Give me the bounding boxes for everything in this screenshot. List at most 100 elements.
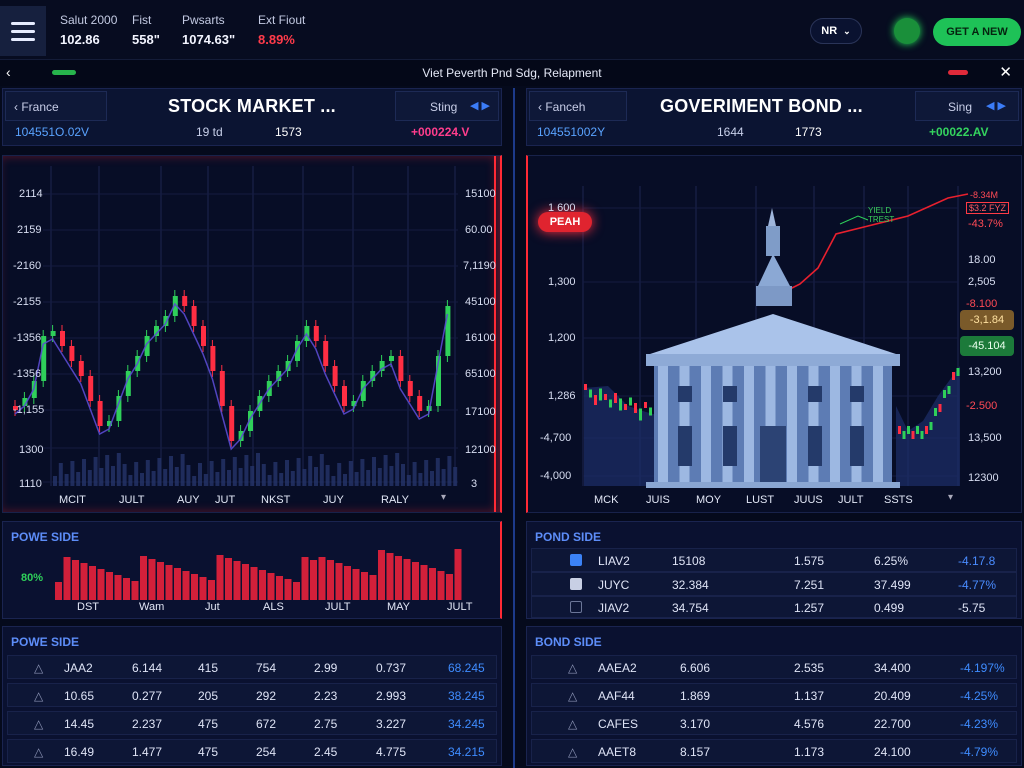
sort-select[interactable]: Sing ◀ ▶	[915, 91, 1019, 121]
volume-bar	[122, 464, 127, 486]
stock-chart[interactable]: 2114 2159 -2160 -2155 -1356 -1356 -1,155…	[2, 155, 502, 513]
column	[658, 366, 668, 484]
cell: 754	[256, 661, 277, 675]
nav-arrows-icon[interactable]: ◀ ▶	[986, 100, 1006, 112]
list-item[interactable]: JIAV2 34.754 1.257 0.499 -5.75	[531, 596, 1017, 618]
change-value: +00022.AV	[929, 125, 989, 139]
power-bar	[352, 569, 360, 600]
volume-bar	[221, 459, 226, 486]
x-tick: MCK	[594, 494, 619, 506]
power-bar	[165, 565, 173, 600]
window	[850, 426, 864, 466]
candle	[634, 403, 637, 413]
cell: 6.144	[132, 661, 163, 675]
nav-arrows-icon[interactable]: ◀ ▶	[470, 100, 490, 112]
window	[723, 426, 737, 466]
candle	[398, 356, 404, 381]
power-bar	[267, 573, 275, 600]
volume-bar	[389, 466, 394, 486]
power-bar	[386, 553, 394, 600]
candle	[624, 404, 627, 410]
table-row[interactable]: △ 16.49 1.477 475 254 2.45 4.775 34.215	[7, 739, 497, 763]
table-row[interactable]: △ 14.45 2.237 475 672 2.75 3.227 34.245	[7, 711, 497, 735]
candle	[947, 386, 951, 394]
cell: -4.17.8	[958, 554, 996, 568]
volume-bar	[186, 465, 191, 486]
volume-bar	[331, 476, 336, 486]
cell: 38.245	[448, 689, 485, 703]
menu-icon[interactable]	[0, 6, 46, 56]
y-tick: 1,200	[548, 332, 576, 344]
power-percent: 80%	[21, 572, 44, 584]
y-tick-right: 12100	[465, 444, 496, 456]
candle	[78, 361, 84, 376]
get-new-button[interactable]: GET A NEW	[933, 18, 1021, 46]
volume-bar	[145, 460, 150, 486]
list-item[interactable]: LIAV2 15108 1.575 6.25% -4.17.8	[531, 548, 1017, 572]
stat-3: Pwsarts 1074.63"	[182, 13, 235, 47]
volume-bar	[296, 458, 301, 486]
table-row[interactable]: △ AAF44 1.869 1.137 20.409 -4.25%	[531, 683, 1017, 707]
sort-select[interactable]: Sting ◀ ▶	[395, 91, 499, 121]
cell: LIAV2	[598, 554, 630, 568]
cell: 8.157	[680, 745, 711, 759]
chevron-down-icon[interactable]: ▾	[441, 492, 447, 503]
table-row[interactable]: △ JAA2 6.144 415 754 2.99 0.737 68.245	[7, 655, 497, 679]
y-tick-right: 13,500	[968, 432, 1002, 444]
bond-chart[interactable]: PEAH YIELD TREST 1 600 1,300 1,200 1,286…	[526, 155, 1022, 513]
candle	[60, 331, 65, 346]
language-select[interactable]: NR ⌄	[810, 18, 862, 44]
power-bar	[225, 558, 232, 600]
candle	[276, 371, 282, 381]
candle	[360, 381, 366, 401]
volume-bar	[227, 470, 231, 486]
volume-bar	[134, 462, 139, 486]
y-tick: 1 600	[548, 202, 576, 214]
power-bar	[437, 571, 445, 600]
list-item[interactable]: JUYC 32.384 7.251 37.499 -4.77%	[531, 572, 1017, 596]
candle	[332, 366, 338, 386]
cell: 1.257	[794, 601, 825, 615]
back-icon[interactable]: ‹	[6, 64, 11, 80]
status-indicator-icon[interactable]	[894, 18, 920, 44]
panel-title: GOVERIMENT BOND ...	[660, 96, 863, 116]
cell: 20.409	[874, 689, 911, 703]
x-tick: NKST	[261, 494, 291, 506]
yield-label: YIELD TREST	[868, 206, 895, 224]
volume-bar	[111, 466, 115, 486]
power-bar	[259, 570, 266, 600]
volume-bar	[302, 469, 307, 486]
volume-bar	[157, 458, 162, 486]
close-icon[interactable]: ✕	[999, 64, 1012, 81]
table-row[interactable]: △ AAET8 8.157 1.173 24.100 -4.79%	[531, 739, 1017, 763]
cell: -4.23%	[960, 717, 999, 731]
table-row[interactable]: △ AAEA2 6.606 2.535 34.400 -4.197%	[531, 655, 1017, 679]
cell: 15108	[672, 554, 706, 568]
volume-bar	[348, 461, 353, 486]
candle	[351, 401, 357, 406]
checkbox-icon[interactable]	[570, 578, 582, 590]
moving-average-line	[14, 302, 449, 451]
y-tick-right: 16100	[465, 332, 496, 344]
chevron-down-icon[interactable]: ▾	[948, 492, 954, 503]
candle	[902, 431, 906, 439]
cell: 68.245	[448, 661, 485, 675]
region-select[interactable]: ‹ France	[5, 91, 107, 121]
stat-label: Ext Fiout	[258, 13, 306, 27]
price-tag: -3,1.84	[960, 310, 1014, 330]
checkbox-icon[interactable]	[570, 601, 582, 613]
candle	[163, 316, 169, 326]
candle	[370, 371, 376, 381]
power-bar	[335, 563, 343, 600]
table-row[interactable]: △ 10.65 0.277 205 292 2.23 2.993 38.245	[7, 683, 497, 707]
power-bar	[97, 569, 105, 600]
table-row[interactable]: △ CAFES 3.170 4.576 22.700 -4.23%	[531, 711, 1017, 735]
column	[701, 366, 711, 484]
candle	[943, 390, 946, 398]
volume-bar	[360, 459, 365, 486]
y-tick: -1356	[13, 332, 42, 344]
region-select[interactable]: ‹ Fanceh	[529, 91, 627, 121]
checkbox-icon[interactable]	[570, 554, 582, 566]
power-bar	[63, 557, 71, 600]
cell: -4.25%	[960, 689, 999, 703]
